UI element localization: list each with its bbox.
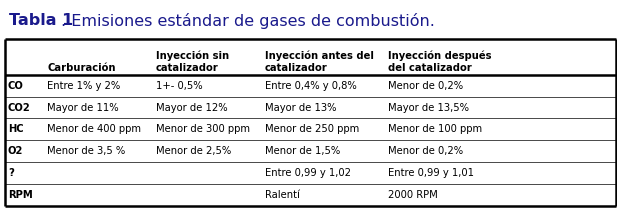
Text: Menor de 100 ppm: Menor de 100 ppm [388, 124, 482, 134]
Text: Menor de 1,5%: Menor de 1,5% [265, 146, 340, 156]
Text: RPM: RPM [8, 190, 33, 200]
Text: 2000 RPM: 2000 RPM [388, 190, 437, 200]
Text: Mayor de 12%: Mayor de 12% [156, 103, 228, 113]
Text: Inyección antes del
catalizador: Inyección antes del catalizador [265, 51, 373, 73]
Text: Menor de 0,2%: Menor de 0,2% [388, 81, 463, 91]
Text: Entre 0,4% y 0,8%: Entre 0,4% y 0,8% [265, 81, 357, 91]
Text: Menor de 0,2%: Menor de 0,2% [388, 146, 463, 156]
Text: Entre 1% y 2%: Entre 1% y 2% [48, 81, 121, 91]
Text: Entre 0,99 y 1,01: Entre 0,99 y 1,01 [388, 168, 474, 178]
Text: CO2: CO2 [8, 103, 31, 113]
Text: CO: CO [8, 81, 24, 91]
Text: ?: ? [8, 168, 14, 178]
Text: HC: HC [8, 124, 23, 134]
Text: Menor de 400 ppm: Menor de 400 ppm [48, 124, 141, 134]
Text: Inyección sin
catalizador: Inyección sin catalizador [156, 51, 229, 73]
Text: Menor de 2,5%: Menor de 2,5% [156, 146, 231, 156]
Text: Entre 0,99 y 1,02: Entre 0,99 y 1,02 [265, 168, 350, 178]
Text: Mayor de 13%: Mayor de 13% [265, 103, 336, 113]
Text: Menor de 300 ppm: Menor de 300 ppm [156, 124, 250, 134]
Text: . Emisiones estándar de gases de combustión.: . Emisiones estándar de gases de combust… [61, 13, 435, 29]
Text: Carburación: Carburación [48, 63, 116, 73]
Text: Ralentí: Ralentí [265, 190, 299, 200]
Text: 1+- 0,5%: 1+- 0,5% [156, 81, 202, 91]
Text: Tabla 1: Tabla 1 [9, 13, 73, 28]
Text: Menor de 3,5 %: Menor de 3,5 % [48, 146, 126, 156]
Text: O2: O2 [8, 146, 23, 156]
Text: Inyección después
del catalizador: Inyección después del catalizador [388, 51, 492, 73]
Text: Mayor de 11%: Mayor de 11% [48, 103, 119, 113]
Text: Mayor de 13,5%: Mayor de 13,5% [388, 103, 469, 113]
Text: Menor de 250 ppm: Menor de 250 ppm [265, 124, 359, 134]
